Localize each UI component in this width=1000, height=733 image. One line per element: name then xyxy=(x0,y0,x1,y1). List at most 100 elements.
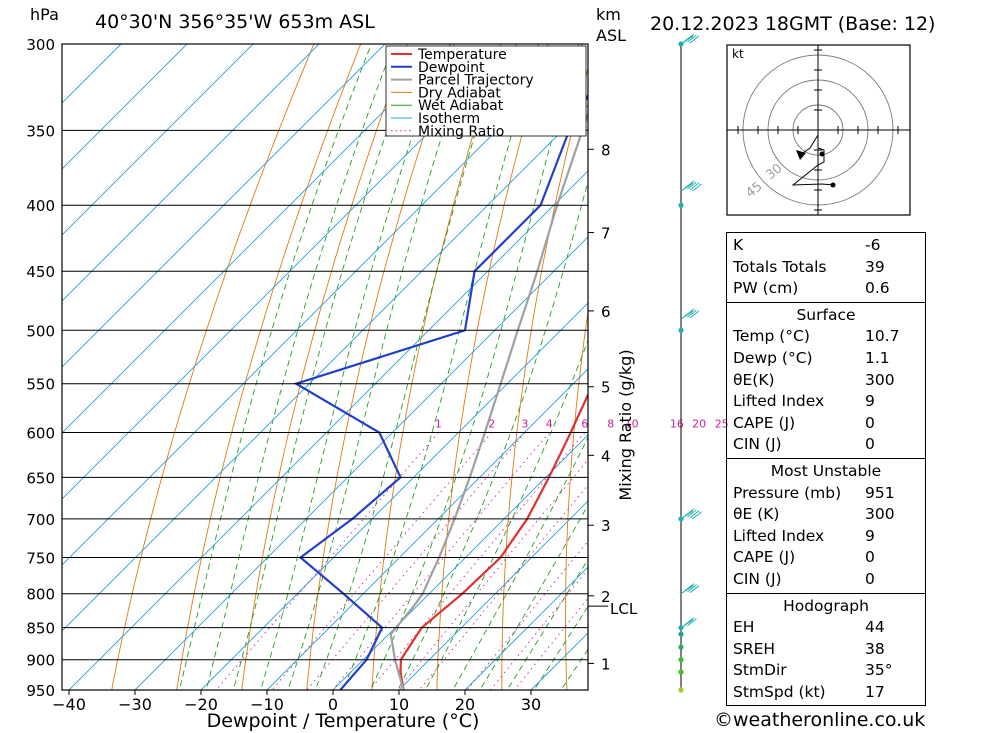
stat-value: -6 xyxy=(865,236,881,254)
legend-label: Temperature xyxy=(417,47,507,63)
wind-dot xyxy=(678,687,684,693)
pressure-tick-label: 600 xyxy=(26,425,55,443)
stat-value: 39 xyxy=(865,257,885,276)
stat-value: 10.7 xyxy=(865,327,900,346)
pressure-tick-label: 400 xyxy=(26,197,55,215)
x-tick-label: −30 xyxy=(118,695,152,714)
hodograph-table-box: Hodograph EH 44 SREH 38 StmDir 35° StmSpd (… xyxy=(726,592,926,707)
stat-value: 0.6 xyxy=(865,279,890,298)
mixing-ratio-line xyxy=(271,432,493,690)
stat-label: SREH xyxy=(733,639,776,658)
stat-row: StmSpd (kt) 17 xyxy=(727,682,925,704)
pressure-tick-label: 450 xyxy=(26,263,55,281)
x-tick-label: −10 xyxy=(250,695,284,714)
stat-value: 38 xyxy=(865,639,885,658)
section-title: Surface xyxy=(796,305,856,324)
stat-label: Pressure (mb) xyxy=(733,483,842,502)
pressure-tick-label: 800 xyxy=(26,586,55,604)
pressure-tick-label: 350 xyxy=(26,122,55,140)
dry-adiabat-line xyxy=(306,44,455,690)
wind-dot xyxy=(678,669,684,675)
dry-adiabat-line xyxy=(111,44,315,690)
wind-barb-flag xyxy=(692,511,702,520)
indices-box: K -6 Totals Totals 39 PW (cm) 0.6 xyxy=(726,232,926,303)
hodograph-storm-arrow xyxy=(796,150,806,160)
stat-value: 35° xyxy=(865,661,893,680)
pressure-tick-label: 550 xyxy=(26,376,55,394)
stat-label: Dewp (°C) xyxy=(733,348,813,367)
stat-value: 1.1 xyxy=(865,348,890,367)
isotherm-line xyxy=(134,236,588,690)
wet-adiabat-line xyxy=(424,339,588,690)
isotherm-line xyxy=(398,500,588,690)
stat-row: Totals Totals 39 xyxy=(727,257,925,279)
legend-label: Wet Adiabat xyxy=(418,98,504,114)
stat-label: CIN (J) xyxy=(733,435,782,454)
isotherm-line xyxy=(62,44,452,434)
datetime-title: 20.12.2023 18GMT (Base: 12) xyxy=(650,13,935,35)
x-tick-label: 10 xyxy=(389,695,409,714)
pressure-unit-label: hPa xyxy=(30,5,59,24)
plot-frame xyxy=(61,43,589,691)
km-label: km xyxy=(596,5,621,24)
stat-row: Dewp (°C) 1.1 xyxy=(727,348,925,370)
isotherm-line xyxy=(62,44,386,368)
stat-value: 44 xyxy=(865,618,885,637)
mixing-ratio-label: 3 xyxy=(521,418,528,431)
stat-label: CIN (J) xyxy=(733,569,782,588)
stat-row: Lifted Index 9 xyxy=(727,526,925,548)
km-tick-label: 6 xyxy=(601,303,611,321)
stat-label: StmSpd (kt) xyxy=(733,682,826,701)
wind-dot xyxy=(678,327,684,333)
pressure-tick-label: 700 xyxy=(26,511,55,529)
axis-ticks: 1 2 3 4 6 8 10 16 20 2530035040045050055060065070… xyxy=(26,36,728,714)
mixing-ratio-line xyxy=(490,568,588,690)
wind-barb-flag xyxy=(687,34,697,43)
dry-adiabat-line xyxy=(241,44,408,690)
hodograph-unit-label: kt xyxy=(732,47,744,61)
stat-row: CAPE (J) 0 xyxy=(727,413,925,435)
mixing-ratio-label: 2 xyxy=(488,418,495,431)
isotherm-line xyxy=(464,566,588,690)
legend-label: Mixing Ratio xyxy=(418,124,504,140)
pressure-tick-label: 900 xyxy=(26,652,55,670)
stat-label: Totals Totals xyxy=(733,257,827,276)
stat-value: 0 xyxy=(865,569,875,588)
stat-label: Lifted Index xyxy=(733,526,825,545)
x-tick-label: −40 xyxy=(52,695,86,714)
pressure-tick-label: 650 xyxy=(26,469,55,487)
most-unstable-box: Most Unstable Pressure (mb) 951 θE (K) 300… xyxy=(726,457,926,594)
legend-label: Dewpoint xyxy=(418,60,485,76)
dewpoint-line xyxy=(293,93,588,690)
wind-barb-flag xyxy=(689,510,700,519)
temperature-line xyxy=(399,392,588,690)
wind-dot xyxy=(678,631,684,637)
x-tick-label: 30 xyxy=(521,695,541,714)
wind-barb-flag xyxy=(689,182,700,191)
pressure-tick-label: 950 xyxy=(26,682,55,700)
legend-label: Dry Adiabat xyxy=(418,85,501,101)
copyright-link[interactable]: ©weatheronline.co.uk xyxy=(714,709,926,731)
stat-label: PW (cm) xyxy=(733,279,799,298)
pressure-tick-label: 500 xyxy=(26,322,55,340)
section-title: Hodograph xyxy=(783,596,869,615)
dry-adiabat-line xyxy=(961,44,1000,690)
parcel-trajectory-line xyxy=(389,111,588,690)
legend-label: Isotherm xyxy=(418,111,480,127)
km-tick-label: 2 xyxy=(601,588,611,606)
stat-label: CAPE (J) xyxy=(733,413,796,432)
wind-barb-flag xyxy=(684,508,695,517)
wind-barb-flag xyxy=(689,35,700,44)
pressure-tick-label: 850 xyxy=(26,620,55,638)
isotherm-line xyxy=(62,44,188,170)
wind-barb-flag xyxy=(684,180,695,189)
wet-adiabat-line xyxy=(342,44,540,690)
mixing-ratio-label: 4 xyxy=(546,418,553,431)
isotherm-line xyxy=(266,368,588,690)
isotherm-line xyxy=(62,44,320,302)
stat-row: CAPE (J) 0 xyxy=(727,547,925,569)
stat-label: θE(K) xyxy=(733,370,775,389)
mixing-ratio-label: 6 xyxy=(581,418,588,431)
mixing-ratio-label: 16 xyxy=(670,418,684,431)
